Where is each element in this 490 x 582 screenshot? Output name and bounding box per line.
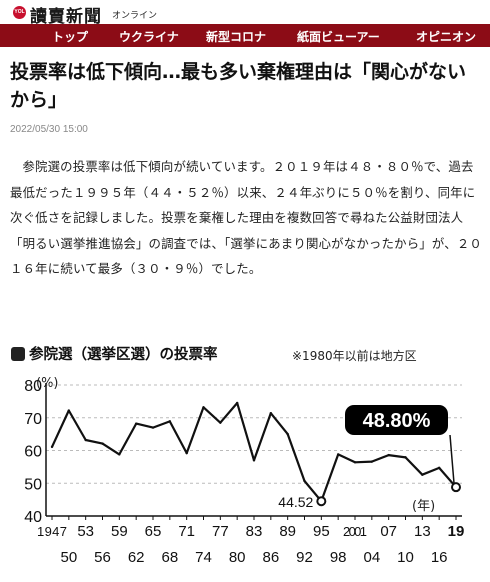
data-point [353, 461, 357, 464]
x-tick-label: 89 [279, 523, 296, 540]
x-tick-label: 59 [111, 523, 128, 540]
x-tick-label: 53 [77, 523, 94, 540]
x-tick-label: 98 [330, 549, 347, 566]
site-logo-sub: オンライン [112, 11, 158, 21]
x-tick-label: 68 [161, 549, 178, 566]
site-header: YOL 讀賣新聞 オンライン [0, 0, 490, 27]
x-tick-label: 65 [145, 523, 162, 540]
y-tick-label: 70 [24, 411, 42, 428]
y-tick-label: 60 [24, 444, 42, 461]
data-point [286, 432, 289, 436]
x-tick-label: 74 [195, 549, 212, 566]
y-tick-label: 80 [24, 378, 42, 395]
x-tick-label: 86 [262, 549, 279, 566]
x-tick-label: 77 [212, 523, 229, 540]
data-point [387, 453, 390, 457]
article-date: 2022/05/30 15:00 [10, 124, 88, 135]
nav-item-covid[interactable]: 新型コロナ [206, 30, 267, 44]
x-tick-label: 07 [380, 523, 397, 540]
data-point [370, 460, 374, 463]
x-tick-label: 71 [178, 523, 195, 540]
y-tick-label: 40 [24, 509, 42, 526]
data-point [168, 420, 172, 423]
last-point-marker [451, 482, 461, 493]
x-tick-label: 13 [414, 523, 431, 540]
chart-note: ※1980年以前は地方区 [292, 348, 417, 363]
x-tick-label: 62 [128, 549, 145, 566]
y-axis-label: (%) [36, 376, 59, 391]
y-tick-label: 50 [24, 476, 42, 493]
x-tick-label: 2001 [343, 524, 367, 539]
data-point [404, 456, 407, 459]
site-logo[interactable]: 讀賣新聞 [30, 7, 102, 27]
nav-item-paper-viewer[interactable]: 紙面ビューアー [297, 30, 380, 44]
data-point [67, 409, 71, 412]
chart-title-marker-icon [11, 347, 25, 361]
data-point [303, 479, 306, 483]
article-headline: 投票率は低下傾向…最も多い棄権理由は「関心がないから」 [10, 61, 467, 111]
article-body: 参院選の投票率は低下傾向が続いています。２０１９年は４８・８０％で、過去最低だっ… [10, 159, 482, 276]
data-point [336, 453, 340, 456]
data-point [101, 442, 104, 445]
turnout-chart: 参院選（選挙区選）の投票率 ※1980年以前は地方区 (%) 80 70 60 50 4… [0, 338, 490, 582]
data-point [269, 411, 273, 415]
x-tick-label: 10 [397, 549, 414, 566]
min-point-label: 44.52 [278, 494, 313, 510]
data-point [134, 422, 138, 425]
x-tick-label: 56 [94, 549, 111, 566]
x-tick-label: 19 [448, 523, 465, 540]
x-tick-label: 80 [229, 549, 246, 566]
x-tick-label: 04 [363, 549, 380, 566]
x-tick-label: 1947 [37, 524, 67, 539]
main-nav: トップ ウクライナ 新型コロナ 紙面ビューアー オピニオン [0, 24, 490, 47]
chart-title: 参院選（選挙区選）の投票率 [29, 345, 218, 363]
data-point [219, 421, 222, 424]
logo-mark-icon[interactable]: YOL [13, 6, 26, 19]
callout-label: 48.80% [363, 410, 431, 432]
data-point [151, 426, 155, 429]
data-point [185, 451, 188, 455]
data-point [437, 466, 441, 470]
data-point [50, 445, 54, 449]
x-tick-label: 95 [313, 523, 330, 540]
callout-box [345, 405, 448, 435]
data-point [252, 459, 256, 462]
x-unit-label: (年) [412, 499, 435, 514]
data-point [235, 401, 239, 405]
data-point [421, 473, 424, 476]
callout-leader [449, 434, 455, 484]
data-point [202, 406, 205, 409]
x-tick-label: 50 [60, 549, 77, 566]
x-tick-label: 83 [246, 523, 263, 540]
x-tick-label: 16 [431, 549, 448, 566]
min-point-marker [316, 496, 327, 507]
x-tick-label: 92 [296, 549, 313, 566]
nav-item-top[interactable]: トップ [52, 30, 89, 44]
data-point [84, 438, 87, 442]
nav-item-opinion[interactable]: オピニオン [416, 30, 477, 44]
turnout-chart-svg: 参院選（選挙区選）の投票率 ※1980年以前は地方区 (%) 80 70 60 50 4… [11, 345, 465, 566]
nav-item-ukraine[interactable]: ウクライナ [119, 30, 179, 44]
data-point [118, 453, 121, 456]
